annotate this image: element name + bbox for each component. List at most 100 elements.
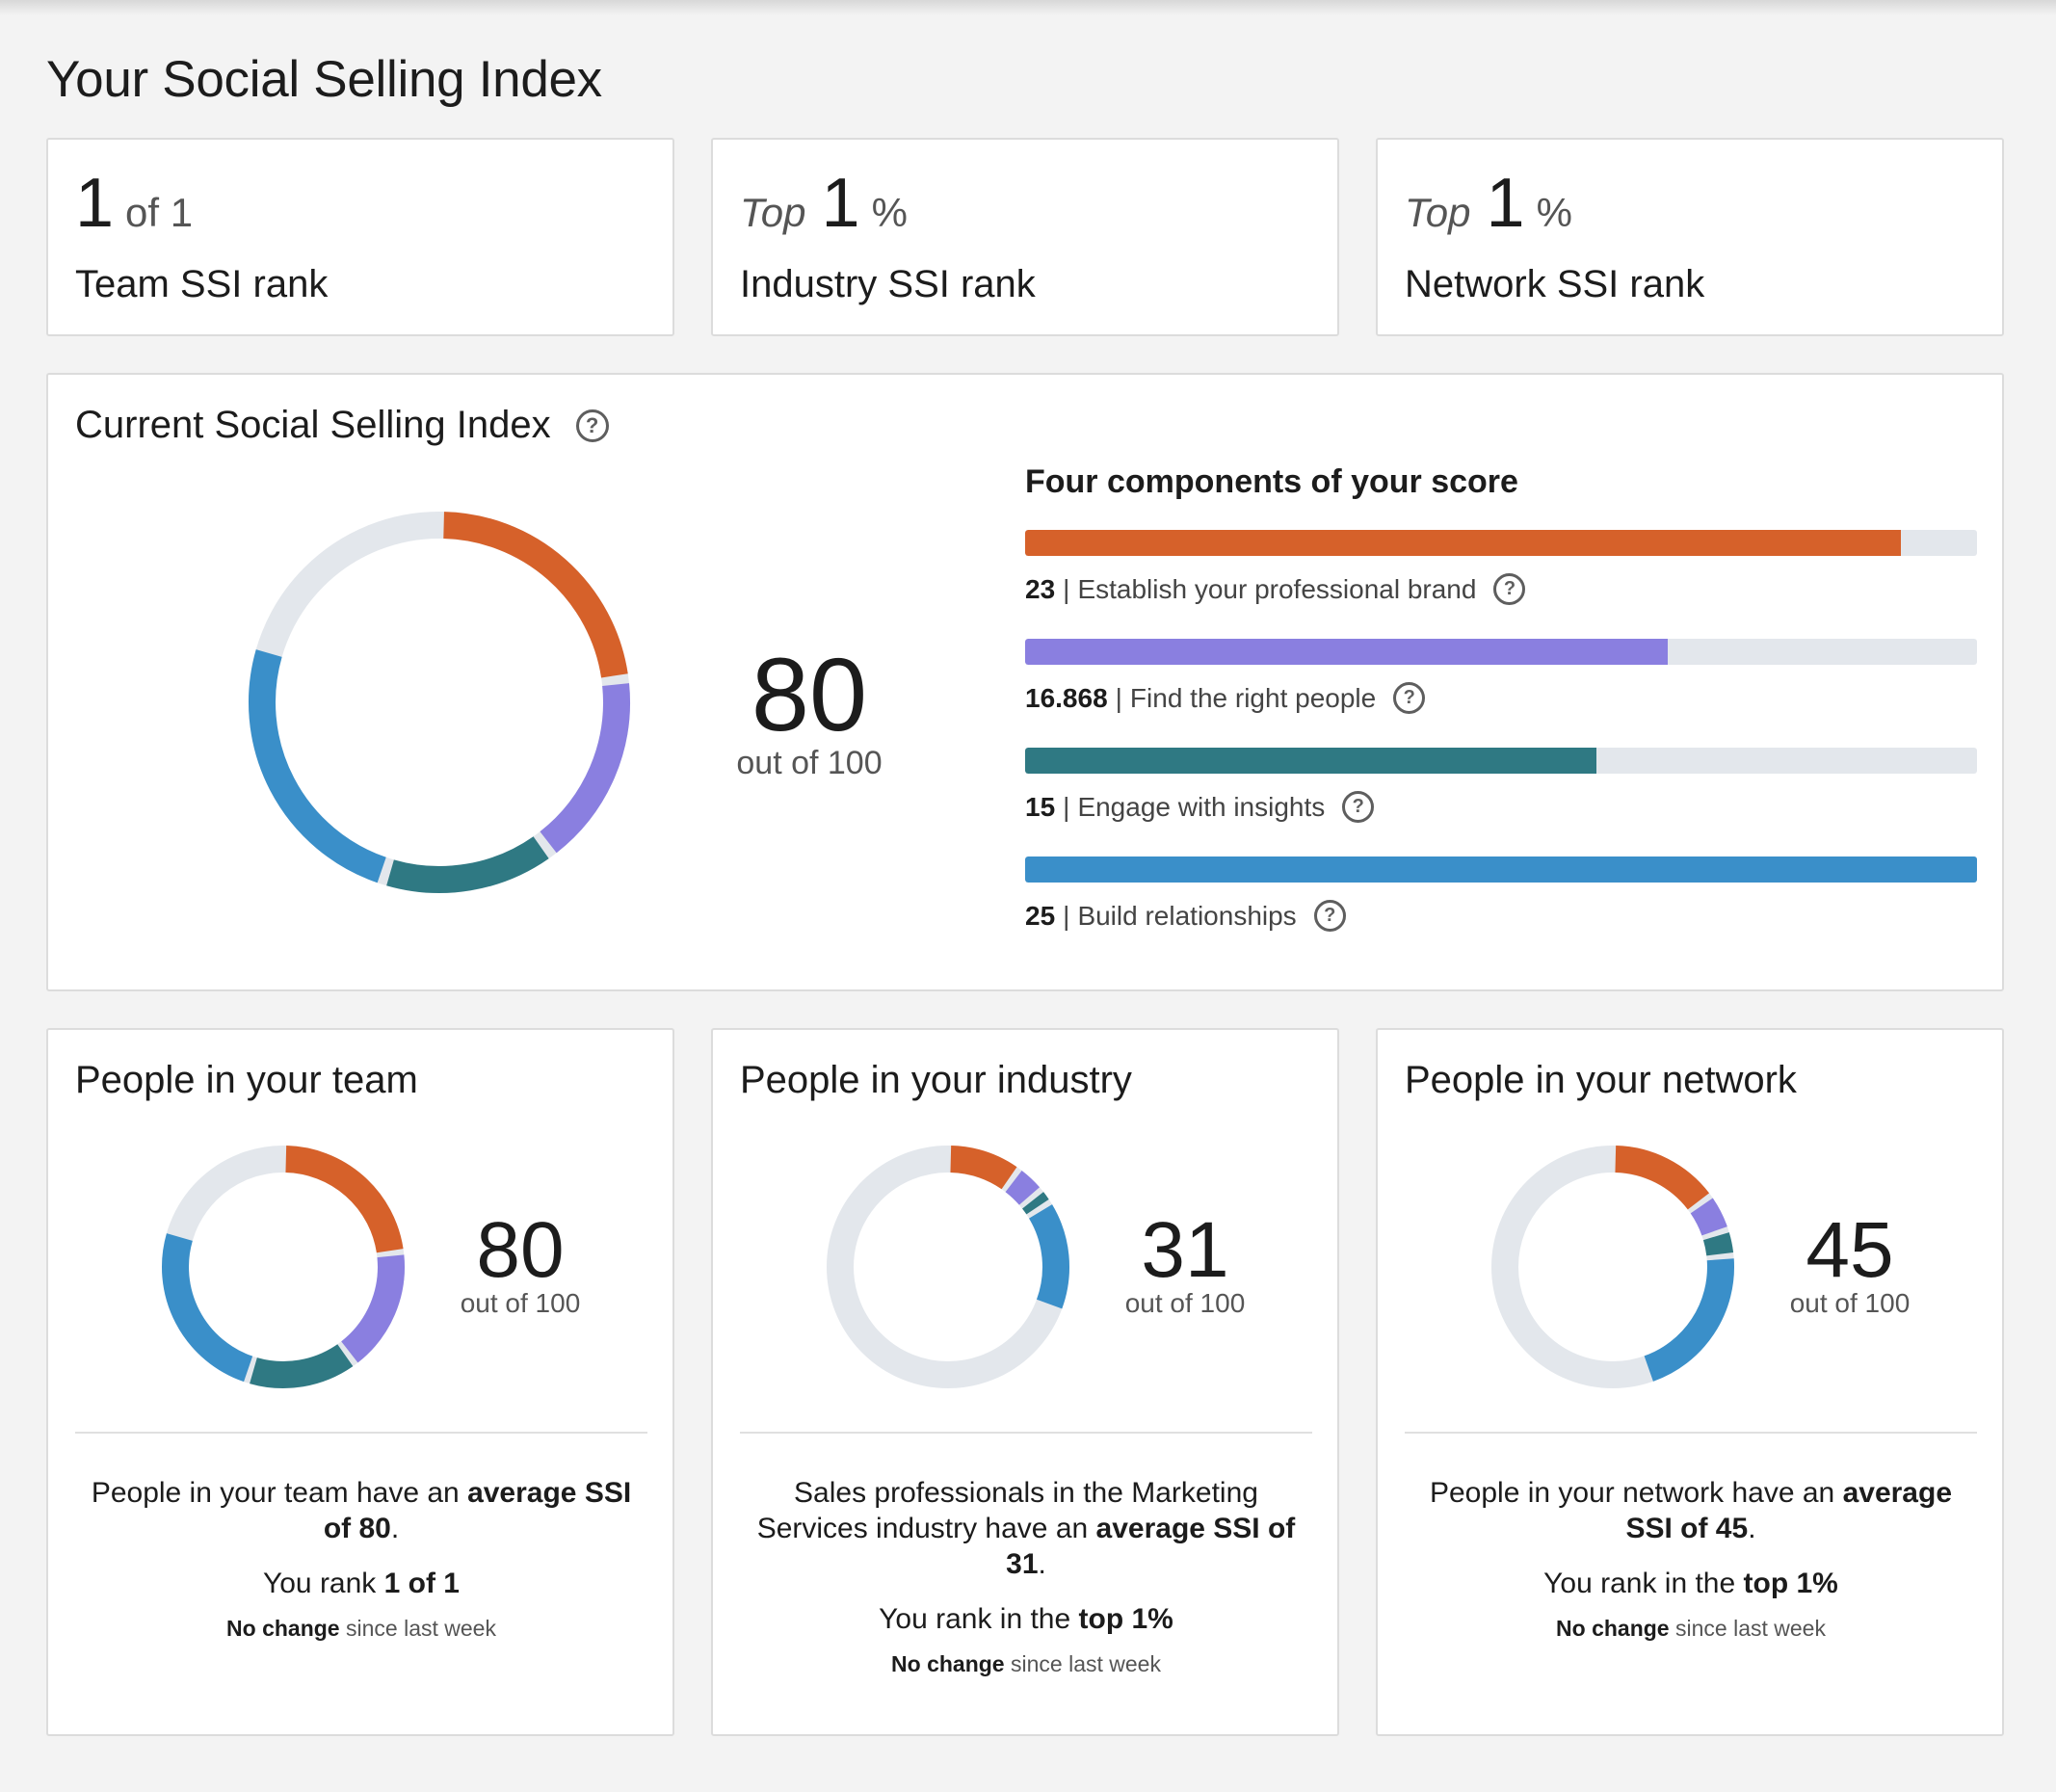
people-network-card: People in your network 45 out of 100 Peo…: [1376, 1028, 2004, 1736]
donut-segment-insights: [1021, 1192, 1049, 1215]
rank-figure: Top 1 %: [1405, 169, 1572, 246]
question-circle-icon[interactable]: ?: [1342, 791, 1375, 823]
component-insights: 15 | Engage with insights ?: [1025, 748, 1977, 823]
component-bar-track: [1025, 748, 1977, 774]
rank-value: 1: [75, 165, 115, 242]
component-bar-fill: [1025, 530, 1901, 556]
rank-prefix: Top: [1405, 190, 1471, 235]
change-text: No change since last week: [740, 1647, 1312, 1682]
question-circle-icon[interactable]: ?: [1493, 573, 1526, 605]
rank-figure: 1 of 1: [75, 169, 193, 246]
rank-suffix: %: [1536, 190, 1572, 235]
component-relationships: 25 | Build relationships ?: [1025, 856, 1977, 932]
rank-prefix: Top: [740, 190, 806, 235]
component-bar-track: [1025, 856, 1977, 883]
desc-post: .: [1038, 1548, 1046, 1580]
desc-pre: Sales professionals in the Marketing Ser…: [756, 1477, 1258, 1544]
donut-segment-brand: [285, 1146, 404, 1253]
rank-text: You rank 1 of 1: [75, 1566, 647, 1601]
rank-pre: You rank in the: [879, 1603, 1079, 1635]
change-bold: No change: [1556, 1616, 1670, 1641]
component-text: 25 | Build relationships ?: [1025, 900, 1977, 932]
industry-rank-card[interactable]: Top 1 % Industry SSI rank: [711, 138, 1339, 336]
separator: |: [1115, 682, 1122, 713]
donut-segment-relationships: [162, 1233, 253, 1383]
network-score: 45 out of 100: [1753, 1206, 1946, 1319]
ssi-donut-chart: [249, 512, 630, 893]
people-card-title: People in your industry: [740, 1059, 1132, 1101]
question-circle-icon[interactable]: ?: [1313, 900, 1346, 932]
donut-segment-relationships: [249, 649, 386, 883]
donut-segment-brand: [443, 512, 628, 678]
desc-pre: People in your network have an: [1429, 1477, 1843, 1509]
question-circle-icon[interactable]: ?: [575, 408, 609, 442]
desc-pre: People in your team have an: [91, 1477, 468, 1509]
desc-post: .: [1748, 1513, 1756, 1544]
component-bar-fill: [1025, 856, 1977, 883]
rank-text: You rank in the top 1%: [740, 1601, 1312, 1637]
rank-text: You rank in the top 1%: [1405, 1566, 1977, 1601]
people-team-card: People in your team 80 out of 100 People…: [46, 1028, 674, 1736]
score-out-of: out of 100: [1789, 1288, 1911, 1318]
people-card-title: People in your team: [75, 1059, 418, 1101]
rank-pre: You rank in the: [1543, 1568, 1744, 1599]
people-industry-card: People in your industry 31 out of 100 Sa…: [711, 1028, 1339, 1736]
score-out-of: out of 100: [460, 1288, 581, 1318]
industry-summary: Sales professionals in the Marketing Ser…: [740, 1475, 1312, 1682]
change-rest: since last week: [339, 1616, 496, 1641]
team-summary: People in your team have an average SSI …: [75, 1475, 647, 1647]
donut-segment-brand: [1615, 1146, 1710, 1210]
component-text: 15 | Engage with insights ?: [1025, 791, 1977, 823]
score-value: 31: [1141, 1206, 1229, 1294]
desc-bold: average SSI of 45: [1625, 1477, 1953, 1544]
component-bar-fill: [1025, 748, 1596, 774]
donut-segment-insights: [250, 1344, 354, 1388]
component-label: Build relationships: [1077, 900, 1297, 931]
divider: [75, 1432, 647, 1434]
network-rank-card[interactable]: Top 1 % Network SSI rank: [1376, 138, 2004, 336]
rank-value: 1: [1486, 165, 1525, 242]
network-summary: People in your network have an average S…: [1405, 1475, 1977, 1647]
component-label: Find the right people: [1129, 682, 1377, 713]
component-people: 16.868 | Find the right people ?: [1025, 639, 1977, 714]
question-circle-icon[interactable]: ?: [1393, 682, 1426, 714]
current-ssi-card: Current Social Selling Index ? 80 out of…: [46, 373, 2004, 991]
rank-label: Network SSI rank: [1405, 263, 1705, 305]
donut-segment-relationships: [1644, 1258, 1734, 1382]
component-text: 23 | Establish your professional brand ?: [1025, 573, 1977, 605]
desc-bold: average SSI of 80: [323, 1477, 632, 1544]
network-donut-chart: [1491, 1146, 1734, 1388]
industry-donut-chart: [827, 1146, 1069, 1388]
top-shadow: [0, 0, 2056, 15]
team-rank-card[interactable]: 1 of 1 Team SSI rank: [46, 138, 674, 336]
separator: |: [1063, 791, 1070, 822]
score-value: 45: [1806, 1206, 1894, 1294]
rank-suffix: of 1: [125, 190, 194, 235]
divider: [740, 1432, 1312, 1434]
average-text: Sales professionals in the Marketing Ser…: [740, 1475, 1312, 1582]
separator: |: [1063, 900, 1070, 931]
rank-label: Team SSI rank: [75, 263, 329, 305]
change-bold: No change: [226, 1616, 340, 1641]
change-text: No change since last week: [1405, 1611, 1977, 1647]
donut-segment-people: [340, 1254, 405, 1363]
change-text: No change since last week: [75, 1611, 647, 1647]
component-brand: 23 | Establish your professional brand ?: [1025, 530, 1977, 605]
current-ssi-title: Current Social Selling Index: [75, 404, 551, 446]
component-value: 16.868: [1025, 682, 1108, 713]
change-bold: No change: [891, 1651, 1005, 1676]
current-ssi-heading: Current Social Selling Index ?: [75, 404, 609, 447]
donut-segment-relationships: [1028, 1204, 1069, 1309]
component-value: 25: [1025, 900, 1056, 931]
donut-segment-insights: [1702, 1232, 1734, 1256]
component-text: 16.868 | Find the right people ?: [1025, 682, 1977, 714]
component-bar-track: [1025, 530, 1977, 556]
industry-score: 31 out of 100: [1089, 1206, 1281, 1319]
component-value: 23: [1025, 573, 1056, 604]
rank-value: 1: [821, 165, 860, 242]
rank-figure: Top 1 %: [740, 169, 908, 246]
average-text: People in your team have an average SSI …: [75, 1475, 647, 1546]
ssi-score: 80 out of 100: [674, 643, 944, 782]
divider: [1405, 1432, 1977, 1434]
people-card-title: People in your network: [1405, 1059, 1797, 1101]
